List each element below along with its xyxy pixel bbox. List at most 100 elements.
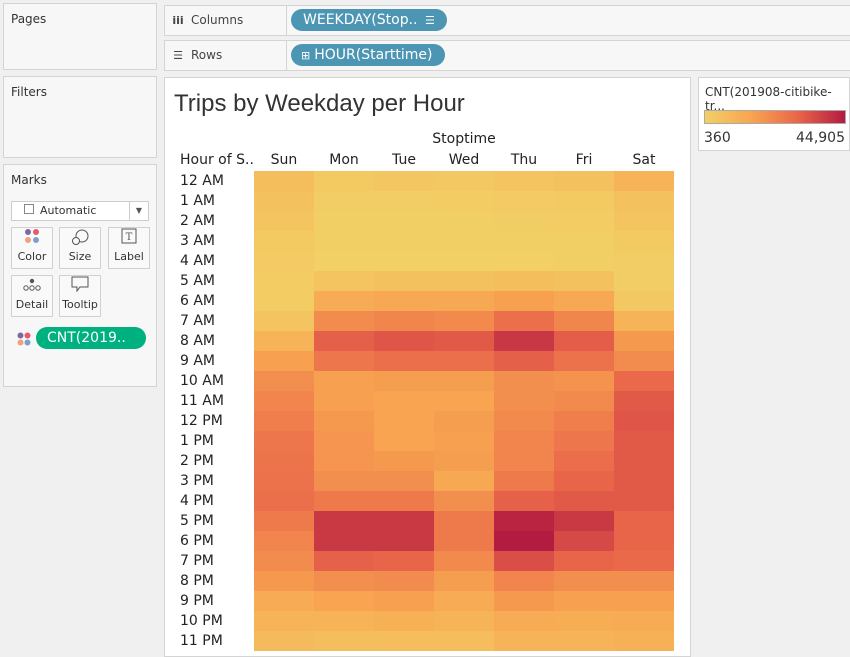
heatmap-cell[interactable] xyxy=(434,591,494,611)
heatmap-cell[interactable] xyxy=(614,491,674,511)
heatmap-cell[interactable] xyxy=(374,431,434,451)
heatmap-cell[interactable] xyxy=(254,531,314,551)
heatmap-cell[interactable] xyxy=(254,451,314,471)
heatmap-cell[interactable] xyxy=(494,611,554,631)
heatmap-cell[interactable] xyxy=(554,311,614,331)
heatmap-cell[interactable] xyxy=(254,291,314,311)
heatmap-cell[interactable] xyxy=(314,271,374,291)
heatmap-cell[interactable] xyxy=(314,471,374,491)
pages-card[interactable]: Pages xyxy=(3,3,157,70)
heatmap-cell[interactable] xyxy=(374,631,434,651)
heatmap-cell[interactable] xyxy=(554,491,614,511)
heatmap-cell[interactable] xyxy=(374,191,434,211)
heatmap-cell[interactable] xyxy=(254,311,314,331)
heatmap-cell[interactable] xyxy=(494,271,554,291)
heatmap-cell[interactable] xyxy=(314,251,374,271)
heatmap-cell[interactable] xyxy=(554,591,614,611)
heatmap-cell[interactable] xyxy=(554,531,614,551)
heatmap-cell[interactable] xyxy=(554,251,614,271)
heatmap-cell[interactable] xyxy=(554,411,614,431)
heatmap-cell[interactable] xyxy=(314,591,374,611)
heatmap-cell[interactable] xyxy=(434,431,494,451)
heatmap-cell[interactable] xyxy=(614,191,674,211)
heatmap-cell[interactable] xyxy=(614,591,674,611)
heatmap-cell[interactable] xyxy=(374,531,434,551)
heatmap-cell[interactable] xyxy=(614,411,674,431)
heatmap-cell[interactable] xyxy=(254,491,314,511)
heatmap-cell[interactable] xyxy=(254,631,314,651)
heatmap-cell[interactable] xyxy=(254,331,314,351)
heatmap-cell[interactable] xyxy=(434,571,494,591)
heatmap-cell[interactable] xyxy=(554,291,614,311)
heatmap-cell[interactable] xyxy=(614,211,674,231)
heatmap-cell[interactable] xyxy=(374,511,434,531)
heatmap-cell[interactable] xyxy=(614,311,674,331)
heatmap-cell[interactable] xyxy=(554,431,614,451)
heatmap-cell[interactable] xyxy=(614,431,674,451)
heatmap-cell[interactable] xyxy=(434,331,494,351)
heatmap-cell[interactable] xyxy=(314,551,374,571)
heatmap-cell[interactable] xyxy=(554,351,614,371)
heatmap-cell[interactable] xyxy=(374,351,434,371)
heatmap-cell[interactable] xyxy=(434,411,494,431)
heatmap-cell[interactable] xyxy=(374,371,434,391)
heatmap-cell[interactable] xyxy=(494,471,554,491)
heatmap-cell[interactable] xyxy=(254,271,314,291)
heatmap-cell[interactable] xyxy=(494,391,554,411)
heatmap-cell[interactable] xyxy=(554,391,614,411)
heatmap-cell[interactable] xyxy=(434,231,494,251)
heatmap-cell[interactable] xyxy=(494,431,554,451)
heatmap-cell[interactable] xyxy=(374,611,434,631)
color-button[interactable]: Color xyxy=(11,227,53,269)
heatmap-cell[interactable] xyxy=(314,451,374,471)
heatmap-cell[interactable] xyxy=(434,611,494,631)
heatmap-cell[interactable] xyxy=(494,311,554,331)
heatmap-cell[interactable] xyxy=(614,231,674,251)
heatmap-cell[interactable] xyxy=(374,331,434,351)
heatmap-cell[interactable] xyxy=(494,371,554,391)
heatmap-cell[interactable] xyxy=(614,511,674,531)
heatmap-cell[interactable] xyxy=(254,551,314,571)
heatmap-cell[interactable] xyxy=(314,371,374,391)
filters-card[interactable]: Filters xyxy=(3,76,157,158)
heatmap-cell[interactable] xyxy=(374,471,434,491)
heatmap-cell[interactable] xyxy=(494,251,554,271)
heatmap-cell[interactable] xyxy=(314,211,374,231)
heatmap-cell[interactable] xyxy=(554,611,614,631)
heatmap-cell[interactable] xyxy=(494,551,554,571)
heatmap-cell[interactable] xyxy=(374,571,434,591)
heatmap-cell[interactable] xyxy=(434,271,494,291)
heatmap-cell[interactable] xyxy=(554,271,614,291)
heatmap-cell[interactable] xyxy=(434,451,494,471)
heatmap-cell[interactable] xyxy=(254,251,314,271)
heatmap-cell[interactable] xyxy=(554,231,614,251)
heatmap-cell[interactable] xyxy=(374,451,434,471)
heatmap-cell[interactable] xyxy=(614,571,674,591)
heatmap-cell[interactable] xyxy=(254,391,314,411)
heatmap-cell[interactable] xyxy=(374,291,434,311)
weekday-pill[interactable]: WEEKDAY(Stop.. ☰ xyxy=(291,9,447,31)
cnt-color-pill[interactable]: CNT(2019.. xyxy=(36,327,146,349)
heatmap-cell[interactable] xyxy=(254,191,314,211)
heatmap-cell[interactable] xyxy=(314,351,374,371)
heatmap-cell[interactable] xyxy=(614,351,674,371)
heatmap-cell[interactable] xyxy=(254,471,314,491)
heatmap-cell[interactable] xyxy=(554,551,614,571)
heatmap-cell[interactable] xyxy=(494,571,554,591)
heatmap-cell[interactable] xyxy=(314,191,374,211)
heatmap-cell[interactable] xyxy=(374,551,434,571)
heatmap-cell[interactable] xyxy=(434,551,494,571)
heatmap-cell[interactable] xyxy=(494,491,554,511)
tooltip-button[interactable]: Tooltip xyxy=(59,275,101,317)
heatmap-cell[interactable] xyxy=(554,631,614,651)
heatmap-cell[interactable] xyxy=(254,411,314,431)
heatmap-cell[interactable] xyxy=(614,531,674,551)
heatmap-cell[interactable] xyxy=(614,271,674,291)
heatmap-cell[interactable] xyxy=(494,631,554,651)
heatmap-cell[interactable] xyxy=(434,291,494,311)
heatmap-cell[interactable] xyxy=(614,371,674,391)
heatmap-cell[interactable] xyxy=(254,351,314,371)
heatmap-cell[interactable] xyxy=(614,471,674,491)
heatmap-cell[interactable] xyxy=(494,291,554,311)
heatmap-cell[interactable] xyxy=(614,451,674,471)
